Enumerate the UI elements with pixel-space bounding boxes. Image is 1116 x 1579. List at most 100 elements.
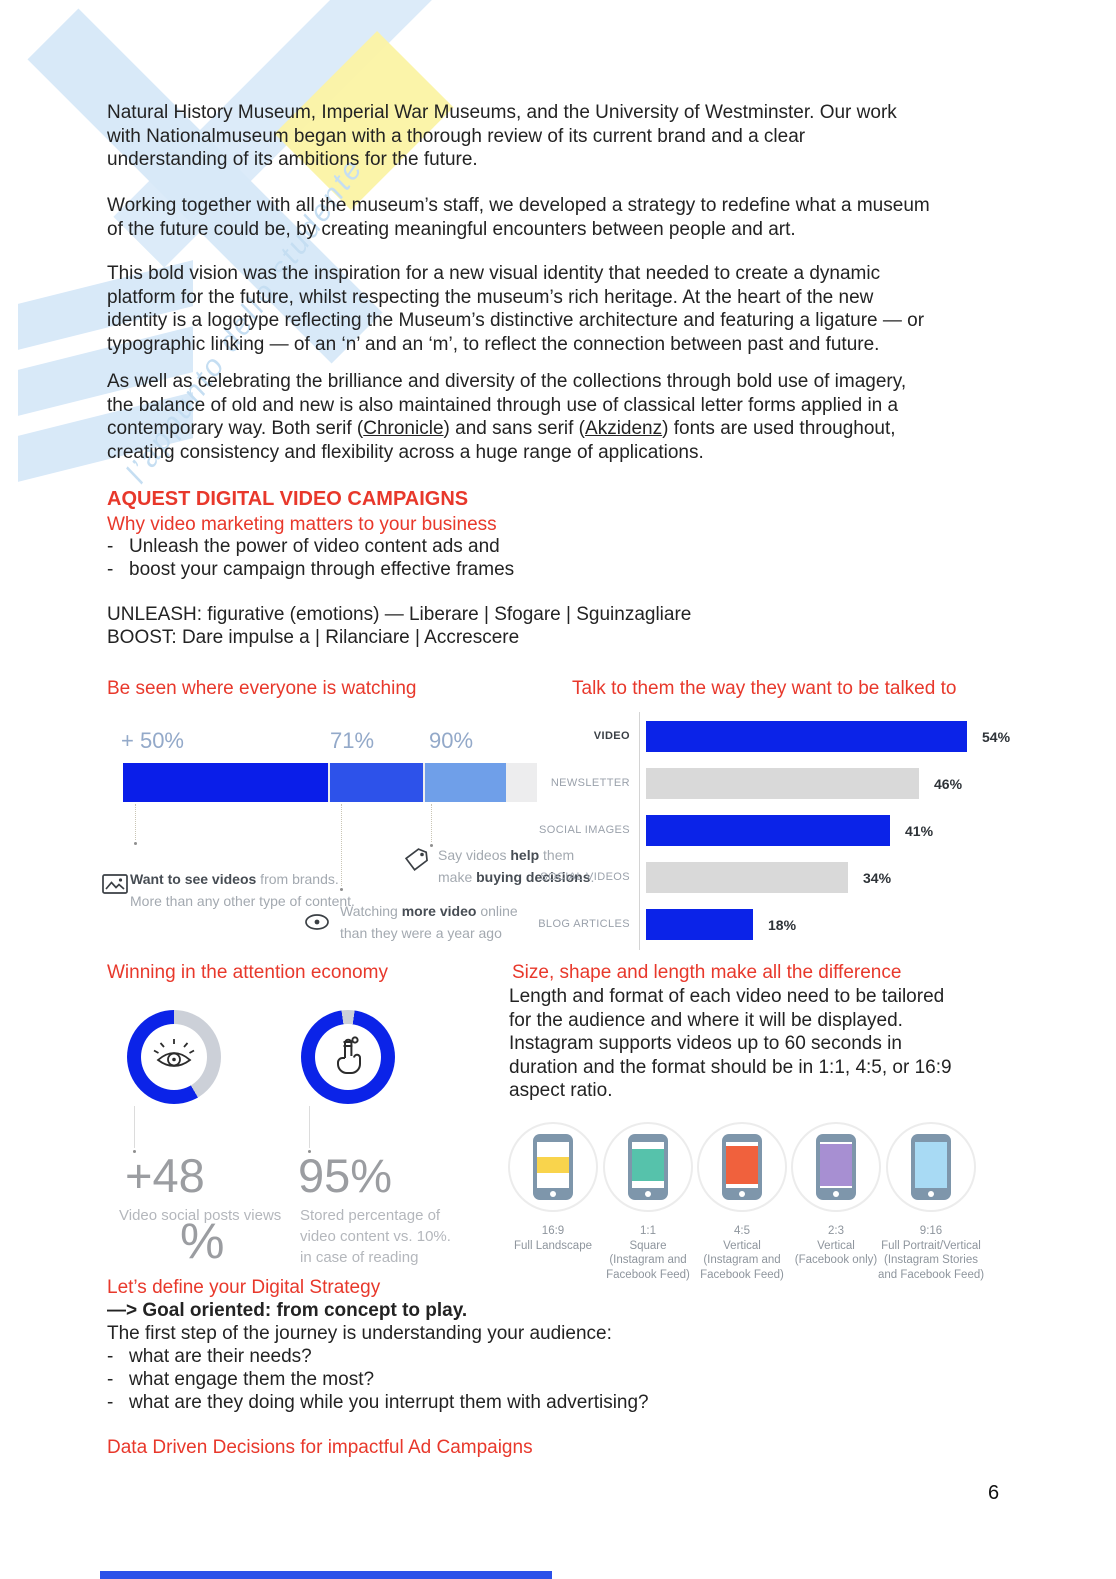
annotation-text: them <box>539 847 575 863</box>
akzidenz-link[interactable]: Akzidenz <box>585 418 663 439</box>
bar-category-social-images: SOCIAL IMAGES <box>539 824 630 836</box>
watching-chart-title: Be seen where everyone is watching <box>107 678 417 699</box>
annotation-text: make <box>438 869 477 885</box>
bar-social-videos <box>646 862 848 893</box>
annotation-bold: Want to see videos <box>130 871 257 887</box>
text-line: the balance of old and new is also maint… <box>107 394 899 416</box>
text-line: As well as celebrating the brilliance an… <box>107 371 907 392</box>
strategy-title: Let’s define your Digital Strategy <box>107 1277 381 1298</box>
text-span: ) and sans serif ( <box>443 418 586 439</box>
format-label: 9:16 Full Portrait/Vertical (Instagram Sto… <box>877 1225 985 1281</box>
text-line: contemporary way. Both serif (Chronicle)… <box>107 417 906 441</box>
phone-icon <box>722 1134 762 1200</box>
paragraph-bold-vision: This bold vision was the inspiration for… <box>107 262 924 356</box>
bar-value-label: 18% <box>768 916 797 933</box>
text-line: This bold vision was the inspiration for… <box>107 263 881 284</box>
paragraph-working-together: Working together with all the museum’s s… <box>107 194 930 241</box>
bar-blog-articles <box>646 909 753 940</box>
stacked-bar <box>123 763 537 802</box>
bar-category-video: VIDEO <box>593 730 630 742</box>
text-line: with Nationalmuseum began with a thoroug… <box>107 125 806 147</box>
bullet-text: Unleash the power of video content ads a… <box>129 536 500 557</box>
bar-newsletter <box>646 768 919 799</box>
tag-icon <box>401 844 433 881</box>
picture-icon <box>101 872 129 901</box>
format-9-16 <box>886 1122 976 1212</box>
donut-retention <box>301 1010 395 1104</box>
annotation-buying-decisions: Say videos help them make buying decisio… <box>438 844 594 888</box>
bullet-item: - boost your campaign through effective f… <box>107 559 514 581</box>
bar-category-blog-articles: BLOG ARTICLES <box>538 918 630 930</box>
bar-row: 34% <box>646 862 891 893</box>
connector-line <box>431 804 432 842</box>
data-driven-title: Data Driven Decisions for impactful Ad C… <box>107 1437 533 1458</box>
annotation-text: More than any other type of content. <box>130 893 355 909</box>
annotation-text: online <box>476 903 518 919</box>
eye-icon <box>303 912 331 937</box>
caption-line: video content vs. 10%. <box>300 1228 451 1245</box>
text-line: of the future could be, by creating mean… <box>107 218 796 240</box>
bar-value-label: 41% <box>905 822 934 839</box>
annotation-more-video: Watching more video online than they wer… <box>340 900 518 944</box>
format-1-1 <box>603 1122 693 1212</box>
bar-value-label: 46% <box>934 775 963 792</box>
text-span: contemporary way. Both serif ( <box>107 418 364 439</box>
stacked-segment-71 <box>330 763 423 802</box>
text-line: identity is a logotype reflecting the Mu… <box>107 310 925 331</box>
annotation-bold: help <box>510 847 540 863</box>
connector-line <box>134 1106 135 1148</box>
paragraph-collections: As well as celebrating the brilliance an… <box>107 370 906 464</box>
format-label: 16:9 Full Landscape <box>514 1225 592 1252</box>
bullet-dash: - <box>107 536 114 557</box>
page-number: 6 <box>988 1482 1000 1504</box>
text-line: aspect ratio. <box>509 1080 613 1101</box>
size-section-body: Length and format of each video need to … <box>509 985 952 1103</box>
strategy-intro: The first step of the journey is underst… <box>107 1323 612 1344</box>
stat-plus-48: +48 <box>125 1149 205 1202</box>
bar-row: 41% <box>646 815 933 846</box>
connector-line <box>309 1106 310 1148</box>
annotation-text: than they were a year ago <box>340 925 502 941</box>
strategy-goal: —> Goal oriented: from concept to play. <box>107 1300 468 1321</box>
connector-dot <box>340 888 343 891</box>
format-16-9 <box>508 1122 598 1212</box>
annotation-want-videos: Want to see videos from brands. More tha… <box>130 868 355 912</box>
bullet-dash: - <box>107 1346 114 1367</box>
phone-icon <box>816 1134 856 1200</box>
reminder-hand-icon <box>328 1034 368 1081</box>
attention-chart-title: Winning in the attention economy <box>107 962 388 983</box>
bar-row: 54% <box>646 721 1010 752</box>
chronicle-link[interactable]: Chronicle <box>363 418 444 439</box>
section-heading: AQUEST DIGITAL VIDEO CAMPAIGNS <box>107 488 469 510</box>
bullet-dash: - <box>107 1392 114 1413</box>
bullet-text: what are their needs? <box>129 1346 312 1367</box>
size-section-title: Size, shape and length make all the diff… <box>512 962 902 983</box>
text-line: for the audience and where it will be di… <box>509 1009 903 1031</box>
format-label: 2:3 Vertical (Facebook only) <box>794 1225 878 1266</box>
bullet-item: - what are their needs? <box>107 1346 312 1368</box>
stacked-segment-50 <box>123 763 328 802</box>
stacked-segment-label: 90% <box>429 728 474 753</box>
bullet-dash: - <box>107 559 114 580</box>
bar-video <box>646 721 967 752</box>
stat-caption: Video social posts views <box>119 1207 282 1224</box>
donut-hole <box>141 1024 207 1090</box>
format-label: 4:5 Vertical (Instagram and Facebook Feed) <box>700 1225 784 1281</box>
phone-icon <box>911 1134 951 1200</box>
talk-chart-title: Talk to them the way they want to be tal… <box>572 678 957 699</box>
connector-dot <box>308 1150 311 1153</box>
text-span: ) fonts are used throughout, <box>662 418 896 439</box>
annotation-bold: buying decisions <box>476 869 591 885</box>
text-line: Instagram supports videos up to 60 secon… <box>509 1033 902 1054</box>
boost-definition: BOOST: Dare impulse a | Rilanciare | Acc… <box>107 627 520 648</box>
text-line: understanding of its ambitions for the f… <box>107 149 478 170</box>
annotation-text: Watching <box>340 903 402 919</box>
watermark-bottom-strip <box>100 1571 552 1579</box>
bar-row: 18% <box>646 909 796 940</box>
connector-dot <box>133 1150 136 1153</box>
bullet-item: - what are they doing while you interrupt… <box>107 1392 649 1414</box>
stacked-segment-label: + 50% <box>121 728 184 753</box>
annotation-text: . <box>590 869 595 885</box>
text-line: typographic linking — of an ‘n’ and an ‘… <box>107 333 880 355</box>
